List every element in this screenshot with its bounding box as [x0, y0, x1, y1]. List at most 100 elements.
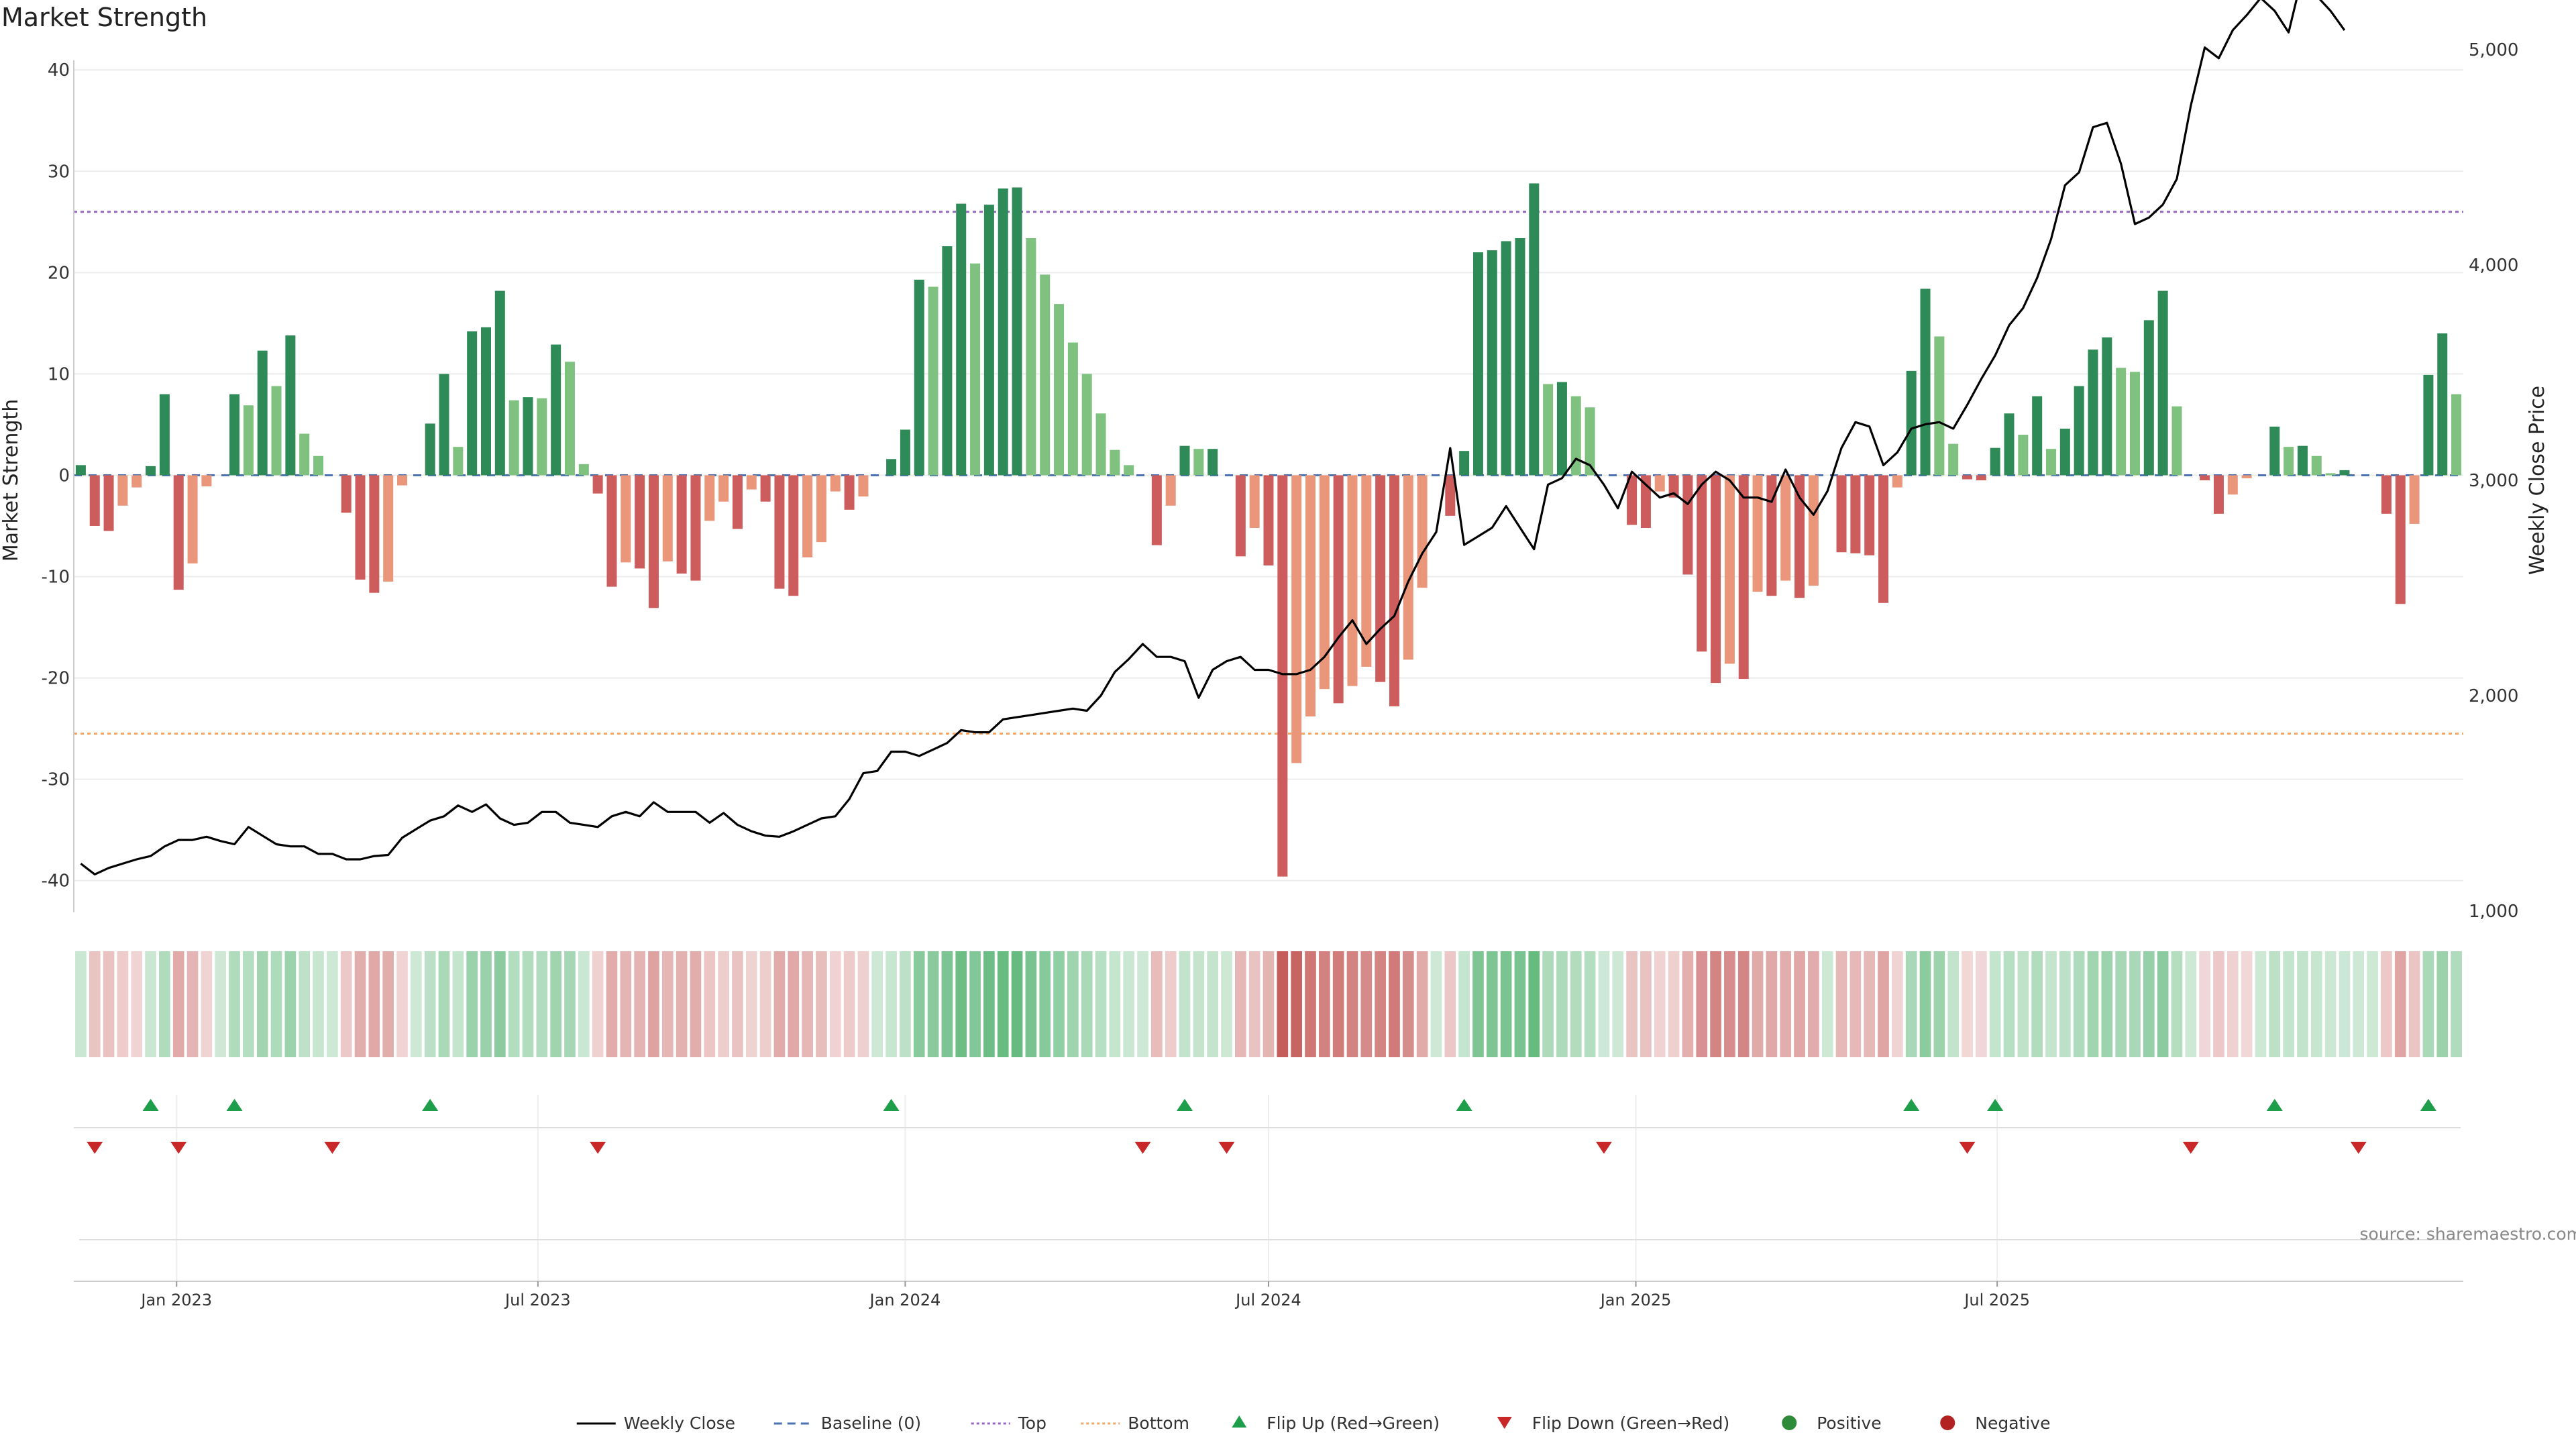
strength-bar [2200, 475, 2210, 480]
strength-bar [1375, 475, 1386, 682]
strength-bar [635, 475, 645, 569]
heat-cell [606, 951, 618, 1057]
heat-cell [284, 951, 297, 1057]
flip-down-marker [324, 1142, 341, 1154]
strength-bar [2074, 386, 2084, 476]
strength-bar [1208, 449, 1218, 476]
strength-bar [718, 475, 729, 502]
flip-down-marker [170, 1142, 187, 1154]
flip-up-marker [1177, 1099, 1193, 1111]
heat-cell [2324, 951, 2337, 1057]
strength-bar [1347, 475, 1358, 686]
strength-bar [1333, 475, 1344, 704]
strength-bar [1235, 475, 1246, 557]
heat-cell [1976, 951, 1987, 1057]
strength-bar [257, 350, 268, 476]
strength-bar [2171, 406, 2182, 476]
heat-cell [411, 951, 422, 1057]
strength-bar [1556, 382, 1567, 476]
axes: -40 -30 -20 -10 0 10 20 30 40 1,000 2,000 3,000 4,00… [0, 40, 2549, 922]
strength-bar [564, 362, 575, 476]
heat-cell [1067, 951, 1079, 1057]
strength-bar [159, 394, 170, 476]
heat-cell [2381, 951, 2392, 1057]
strength-bar [1305, 475, 1316, 716]
x-tick-label: Jan 2024 [869, 1291, 941, 1309]
y2-tick-label: 5,000 [2469, 40, 2518, 60]
heat-cell [1500, 951, 1512, 1057]
heat-cell [1109, 951, 1121, 1057]
heat-cell [1039, 951, 1051, 1057]
heat-cell [1151, 951, 1163, 1057]
heat-cell [1053, 951, 1065, 1057]
heat-cell [1444, 951, 1456, 1057]
strength-bar [983, 205, 994, 476]
strength-bar [1472, 252, 1483, 476]
strength-bar [117, 475, 128, 506]
strength-bar [551, 344, 561, 476]
weekly-close-line [80, 0, 2346, 875]
heat-cell [1081, 951, 1093, 1057]
heat-cell [2101, 951, 2113, 1057]
strength-bar [2032, 396, 2043, 476]
strength-bar [592, 475, 603, 494]
legend-item-top: Top [971, 1413, 1046, 1433]
x-tick-label: Jan 2023 [140, 1291, 212, 1309]
x-tick-label: Jan 2025 [1599, 1291, 1672, 1309]
flip-down-marker [1218, 1142, 1235, 1154]
heat-cell [2213, 951, 2224, 1057]
heat-cell [396, 951, 408, 1057]
y2-axis-label: Weekly Close Price [2526, 386, 2549, 575]
heat-cell [1472, 951, 1484, 1057]
strength-bar [1054, 304, 1065, 476]
flip-up-marker [1903, 1099, 1920, 1111]
y-tick-label: 40 [48, 60, 70, 80]
heat-cell [592, 951, 604, 1057]
heat-cell [1025, 951, 1037, 1057]
strength-bar [1976, 475, 1986, 480]
heat-cell [1598, 951, 1610, 1057]
strength-bar [1766, 475, 1777, 596]
strength-bar [2339, 470, 2350, 476]
heat-cell [955, 951, 967, 1057]
heat-cell [1360, 951, 1373, 1057]
heat-cell [1570, 951, 1582, 1057]
heat-cell [2073, 951, 2085, 1057]
legend-label: Negative [1975, 1413, 2050, 1433]
strength-bar [229, 394, 240, 476]
heat-cell [2241, 951, 2253, 1057]
heat-cell [983, 951, 995, 1057]
heat-cell [1668, 951, 1680, 1057]
heat-cell [661, 951, 674, 1057]
heat-cell [1248, 951, 1260, 1057]
heat-cell [2436, 951, 2449, 1057]
strength-bar [1193, 449, 1204, 476]
heat-cell [2031, 951, 2043, 1057]
strength-bar [523, 397, 533, 476]
strength-bar [2018, 435, 2029, 476]
heat-cell [1696, 951, 1708, 1057]
strength-bar [858, 475, 869, 497]
heat-cell [1808, 951, 1819, 1057]
heat-cell [1919, 951, 1931, 1057]
strength-bar [1110, 449, 1120, 476]
y-tick-label: -20 [42, 669, 70, 689]
strength-heatmap-strip [75, 951, 2462, 1057]
y2-tick-label: 3,000 [2469, 471, 2518, 491]
heat-cell [578, 951, 590, 1057]
heat-cell [2143, 951, 2155, 1057]
heat-cell [2310, 951, 2322, 1057]
heat-cell [1892, 951, 1903, 1057]
heat-cell [1430, 951, 1442, 1057]
flip-up-marker [422, 1099, 439, 1111]
strength-bar [1892, 475, 1902, 488]
strength-bar [1515, 237, 1525, 476]
heat-cell [327, 951, 338, 1057]
strength-bar [2311, 455, 2322, 476]
heat-cell [1794, 951, 1805, 1057]
heat-cell [1235, 951, 1246, 1057]
source-label: source: sharemaestro.com [2360, 1224, 2576, 1244]
strength-bar [1962, 475, 1973, 480]
strength-bar [2325, 473, 2336, 476]
strength-bar [1501, 241, 1511, 476]
